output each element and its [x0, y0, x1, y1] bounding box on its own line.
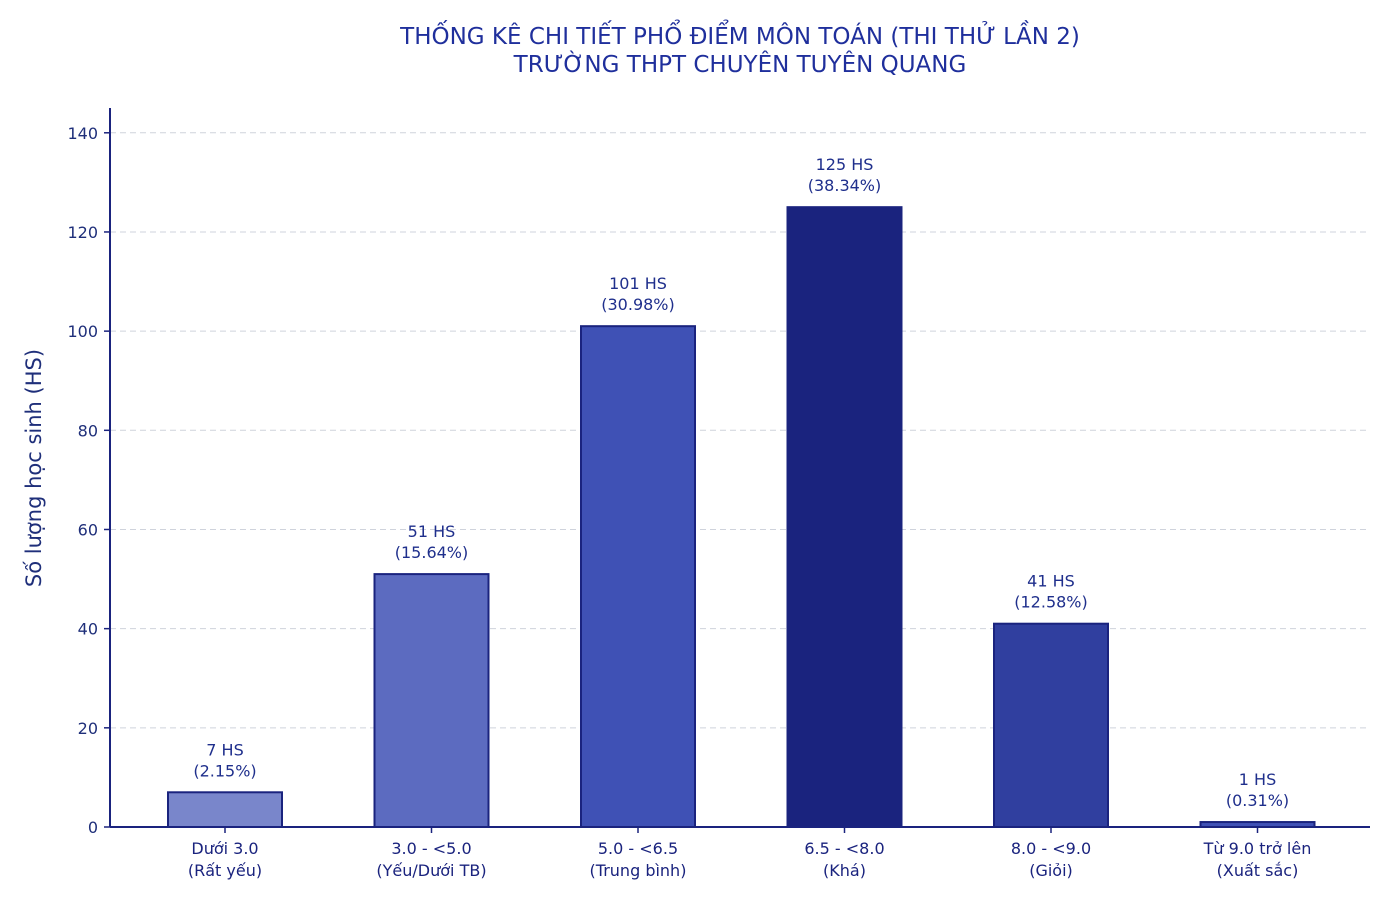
bar [167, 791, 283, 829]
data-label-percent: (15.64%) [395, 543, 469, 562]
bar [373, 573, 490, 828]
y-tick-label: 80 [78, 421, 98, 440]
data-labels: 7 HS (2.15%) 51 HS (15.64%) 101 HS (30.98%) 12… [193, 155, 1289, 810]
y-axis-label: Số lượng học sinh (HS) [22, 349, 46, 587]
data-label-percent: (30.98%) [601, 295, 675, 314]
data-label-count: 51 HS [408, 522, 456, 541]
data-label-count: 1 HS [1239, 770, 1276, 789]
y-tick-label: 100 [67, 322, 98, 341]
data-label-percent: (38.34%) [808, 176, 882, 195]
data-label-percent: (12.58%) [1014, 593, 1088, 612]
bar [786, 206, 903, 828]
chart-title-line-1: THỐNG KÊ CHI TIẾT PHỔ ĐIỂM MÔN TOÁN (THI… [399, 19, 1080, 50]
bars [167, 206, 1316, 829]
x-tick-label-range: Dưới 3.0 [191, 839, 258, 858]
x-tick-label-rank: (Giỏi) [1029, 861, 1073, 880]
data-label-count: 7 HS [206, 740, 243, 759]
x-tick-label-range: Từ 9.0 trở lên [1203, 839, 1312, 858]
x-tick-label-rank: (Trung bình) [590, 861, 687, 880]
x-tick-label-range: 6.5 - <8.0 [804, 839, 884, 858]
x-tick-label-range: 8.0 - <9.0 [1011, 839, 1091, 858]
chart-title-line-2: TRƯỜNG THPT CHUYÊN TUYÊN QUANG [513, 50, 967, 78]
bar [580, 325, 696, 828]
data-label-count: 41 HS [1027, 572, 1075, 591]
axes [104, 108, 1370, 833]
x-tick-label-rank: (Yếu/Dưới TB) [376, 861, 486, 880]
x-tick-label-rank: (Khá) [823, 861, 866, 880]
x-tick-label-range: 3.0 - <5.0 [391, 839, 471, 858]
data-label-count: 125 HS [816, 155, 874, 174]
y-tick-label: 40 [78, 620, 98, 639]
y-tick-label: 140 [67, 124, 98, 143]
data-label-percent: (0.31%) [1226, 791, 1289, 810]
gridlines [110, 132, 1370, 729]
bar [993, 622, 1109, 828]
y-tick-label: 0 [88, 818, 98, 837]
x-tick-labels: Dưới 3.0 (Rất yếu) 3.0 - <5.0 (Yếu/Dưới TB)… [188, 839, 1311, 880]
y-tick-label: 20 [78, 719, 98, 738]
data-label-count: 101 HS [609, 274, 667, 293]
x-tick-label-rank: (Xuất sắc) [1217, 861, 1299, 880]
x-tick-label-range: 5.0 - <6.5 [598, 839, 678, 858]
y-tick-label: 60 [78, 520, 98, 539]
x-tick-label-rank: (Rất yếu) [188, 861, 262, 880]
y-tick-label: 120 [67, 223, 98, 242]
data-label-percent: (2.15%) [193, 761, 256, 780]
y-tick-labels: 0 20 40 60 80 100 120 140 [67, 124, 98, 837]
